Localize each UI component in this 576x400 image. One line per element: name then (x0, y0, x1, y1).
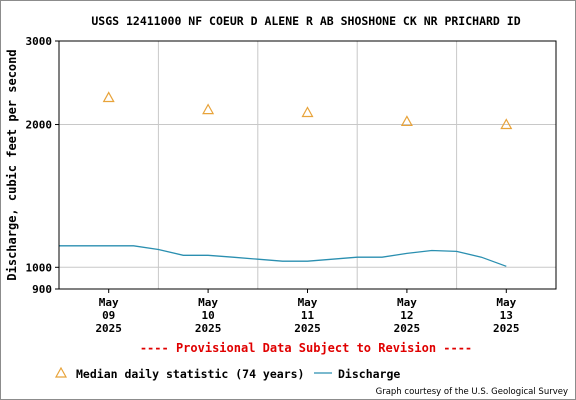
chart-title: USGS 12411000 NF COEUR D ALENE R AB SHOS… (91, 14, 520, 28)
x-tick-day: 13 (500, 309, 513, 322)
median-marker (102, 91, 115, 103)
discharge-line (59, 245, 507, 267)
legend: Median daily statistic (74 years) Dischar… (54, 366, 400, 381)
x-tick-year: 2025 (95, 322, 122, 335)
legend-discharge-label: Discharge (338, 367, 400, 381)
median-marker (400, 115, 413, 127)
x-tick-month: May (99, 296, 119, 309)
y-tick-label: 1000 (26, 261, 53, 274)
x-axis-ticks: May092025May102025May112025May122025May1… (95, 289, 520, 335)
y-tick-label: 3000 (26, 35, 53, 48)
x-tick-day: 10 (201, 309, 214, 322)
x-tick-month: May (198, 296, 218, 309)
y-axis-ticks: 3000 2000 1000 900 (26, 35, 59, 296)
x-tick-year: 2025 (394, 322, 421, 335)
legend-median-label: Median daily statistic (74 years) (76, 367, 304, 381)
legend-median-icon (54, 366, 68, 378)
plot-border (58, 40, 557, 290)
credit-text: Graph courtesy of the U.S. Geological Su… (376, 387, 568, 397)
grid (59, 41, 556, 289)
y-axis-label: Discharge, cubic feet per second (5, 49, 19, 280)
x-tick-year: 2025 (195, 322, 222, 335)
x-tick-year: 2025 (493, 322, 520, 335)
x-tick-month: May (496, 296, 516, 309)
median-marker (500, 118, 513, 130)
x-tick-month: May (298, 296, 318, 309)
y-tick-label: 900 (32, 283, 52, 296)
x-tick-year: 2025 (294, 322, 321, 335)
median-marker (202, 103, 215, 115)
x-tick-day: 12 (400, 309, 413, 322)
median-marker (301, 106, 314, 118)
plot-area (59, 91, 513, 267)
x-tick-day: 11 (301, 309, 315, 322)
y-tick-label: 2000 (26, 119, 53, 132)
x-tick-day: 09 (102, 309, 115, 322)
x-tick-month: May (397, 296, 417, 309)
provisional-notice: ---- Provisional Data Subject to Revisio… (140, 341, 472, 355)
